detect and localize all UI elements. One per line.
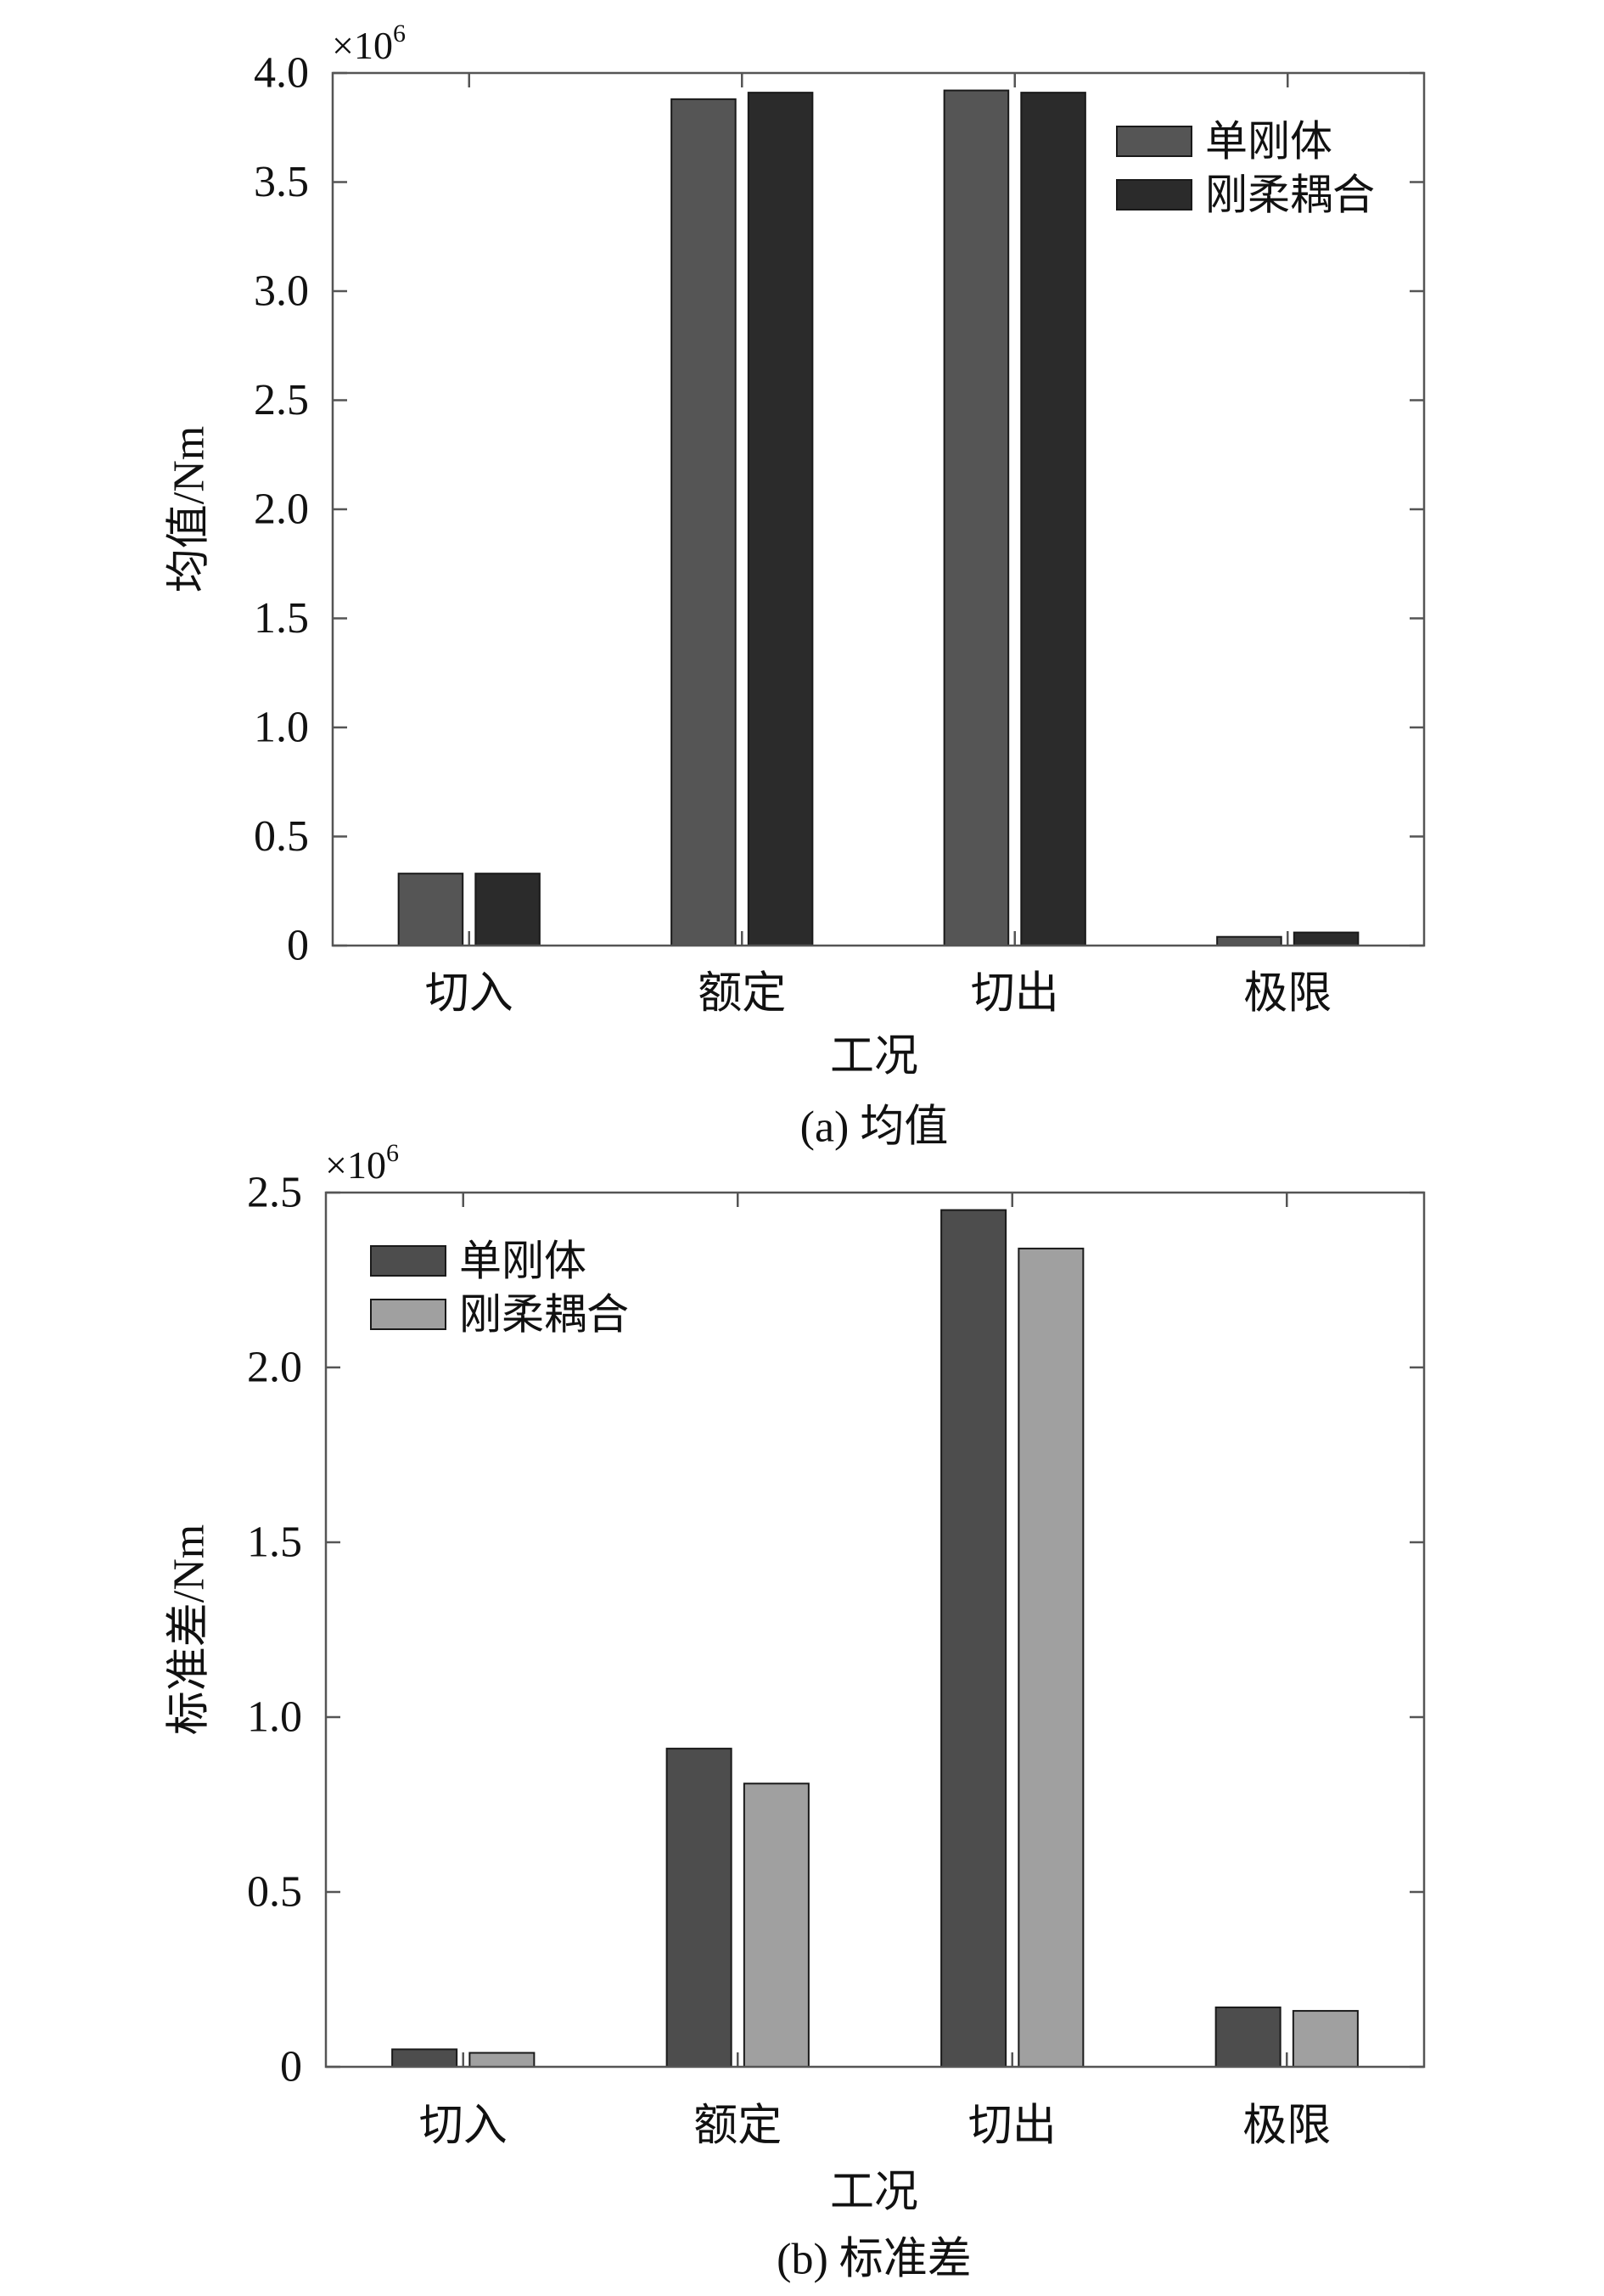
y-axis-label: 均值/Nm: [165, 426, 214, 592]
bar-rigid-flexible-coupled-cut-out: [1020, 92, 1086, 946]
plot-area-frame: [324, 1191, 1426, 2069]
y-tick-label: 0: [280, 2043, 302, 2091]
plot-area: [326, 1193, 1424, 2067]
plot-area-frame: [331, 71, 1426, 947]
y-axis-multiplier: ×106: [332, 20, 406, 67]
x-tick-label-extreme: 极限: [1243, 970, 1332, 1019]
y-axis-multiplier-exponent: 6: [386, 1139, 399, 1167]
x-tick-label-cut-in: 切入: [425, 970, 513, 1019]
x-tick-label-rated: 额定: [698, 970, 786, 1019]
y-tick-label: 0: [287, 922, 309, 970]
legend-label-single-rigid-body: 单刚体: [459, 1238, 586, 1285]
bar-rigid-flexible-coupled-extreme: [1292, 2010, 1359, 2069]
bar-rigid-flexible-coupled-cut-in: [468, 2052, 536, 2069]
y-tick-label: 0.5: [247, 1868, 302, 1917]
y-tick-label: 1.0: [247, 1693, 302, 1742]
legend-swatch-single-rigid-body: [370, 1245, 446, 1277]
y-tick-label: 3.0: [254, 267, 309, 316]
bar-rigid-flexible-coupled-rated: [743, 1782, 810, 2069]
legend-swatch-rigid-flexible-coupled: [1116, 179, 1192, 211]
legend-swatch-single-rigid-body: [1116, 126, 1192, 157]
bar-single-rigid-body-cut-out: [940, 1209, 1007, 2068]
y-axis-label: 标准差/Nm: [165, 1524, 214, 1735]
y-tick-label: 1.0: [254, 704, 309, 752]
y-axis-multiplier: ×106: [325, 1139, 399, 1187]
bar-rigid-flexible-coupled-rated: [747, 92, 814, 946]
x-tick-label-cut-out: 切出: [968, 2102, 1057, 2151]
y-axis-multiplier-base: ×10: [325, 1143, 386, 1187]
x-axis-label: 工况: [830, 1033, 918, 1081]
bar-single-rigid-body-cut-in: [397, 873, 464, 946]
bar-single-rigid-body-cut-in: [391, 2048, 458, 2068]
y-tick-label: 1.5: [247, 1519, 302, 1567]
y-tick-label: 2.0: [247, 1344, 302, 1392]
bar-rigid-flexible-coupled-cut-out: [1018, 1247, 1085, 2069]
x-tick-label-extreme: 极限: [1242, 2102, 1331, 2151]
y-axis-multiplier-base: ×10: [332, 24, 393, 67]
y-tick-label: 1.5: [254, 594, 309, 643]
legend-label-rigid-flexible-coupled: 刚柔耦合: [1205, 171, 1375, 219]
y-tick-label: 2.5: [254, 376, 309, 424]
y-tick-label: 2.5: [247, 1169, 302, 1217]
chart-std: 0 0.5 1.0 1.5 2.0 2.5 切入 额定 切出 极限 ×106 标准差/Nm 工况 (b) …: [165, 1139, 1426, 2284]
bar-single-rigid-body-cut-out: [943, 89, 1010, 946]
y-tick-label: 3.5: [254, 158, 309, 206]
bar-rigid-flexible-coupled-cut-in: [474, 873, 541, 946]
x-tick-label-rated: 额定: [693, 2102, 782, 2151]
bar-single-rigid-body-rated: [665, 1748, 732, 2069]
bar-single-rigid-body-extreme: [1216, 935, 1282, 946]
legend-label-single-rigid-body: 单刚体: [1205, 118, 1332, 166]
x-tick-label-cut-in: 切入: [419, 2102, 508, 2151]
plot-area: [333, 73, 1424, 946]
y-tick-label: 4.0: [254, 49, 309, 98]
x-axis-label: 工况: [830, 2169, 918, 2217]
figure-caption: (b) 标准差: [777, 2236, 972, 2284]
bar-single-rigid-body-extreme: [1214, 2006, 1282, 2068]
x-tick-label-cut-out: 切出: [971, 970, 1059, 1019]
chart-mean: 0 0.5 1.0 1.5 2.0 2.5 3.0 3.5 4.0 切入 额定 切出 极限 ×106 均值/…: [165, 20, 1426, 1152]
y-axis-multiplier-exponent: 6: [393, 20, 406, 48]
legend-label-rigid-flexible-coupled: 刚柔耦合: [459, 1291, 629, 1339]
y-tick-label: 0.5: [254, 812, 309, 861]
bar-single-rigid-body-rated: [670, 98, 737, 946]
legend-swatch-rigid-flexible-coupled: [370, 1299, 446, 1330]
y-tick-label: 2.0: [254, 486, 309, 534]
figure-caption: (a) 均值: [800, 1103, 949, 1152]
bar-rigid-flexible-coupled-extreme: [1293, 931, 1360, 946]
